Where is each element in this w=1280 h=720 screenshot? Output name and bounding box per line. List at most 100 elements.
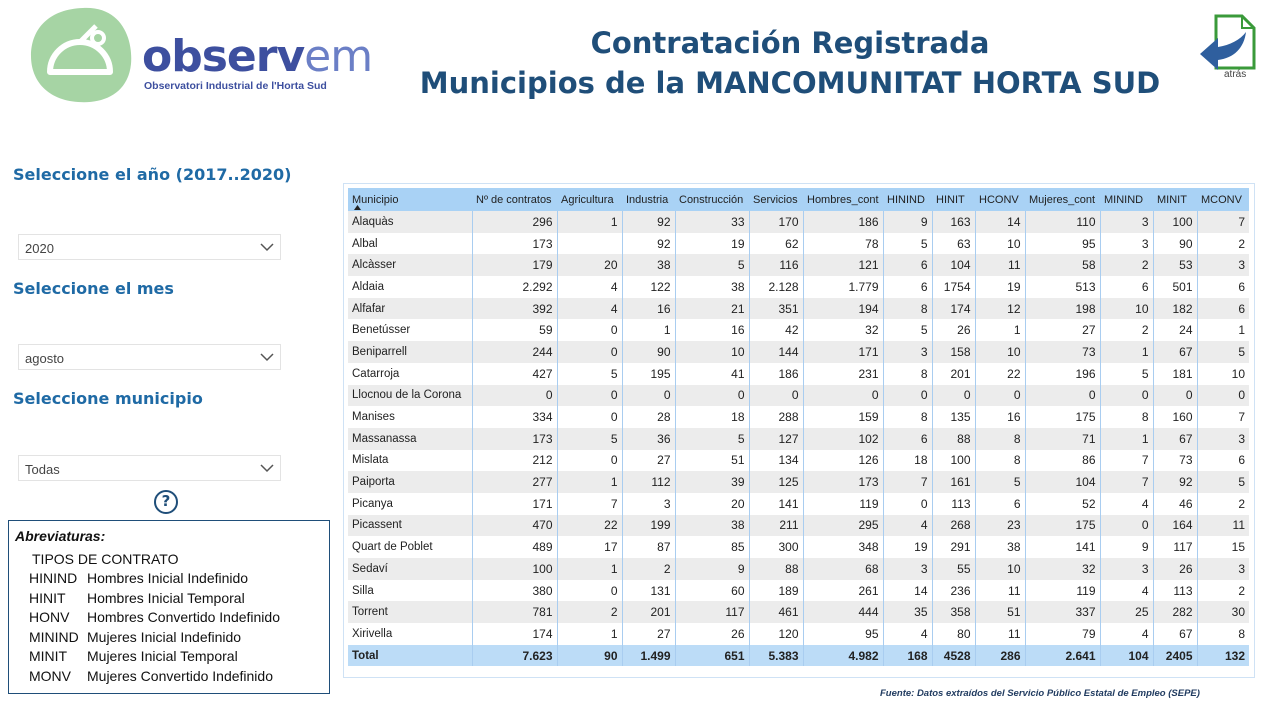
value-cell: 134 — [748, 449, 803, 472]
column-header[interactable]: Servicios — [749, 188, 803, 211]
logo-subtitle: Observatori Industrial de l'Horta Sud — [144, 80, 327, 92]
value-cell: 0 — [556, 319, 622, 342]
municipality-cell: Paiporta — [348, 471, 472, 493]
value-cell: 7 — [1099, 471, 1153, 493]
value-cell: 470 — [471, 514, 557, 537]
column-header[interactable]: MININD — [1100, 188, 1153, 211]
value-cell: 28 — [621, 406, 675, 428]
value-cell: 8 — [882, 362, 932, 385]
value-cell: 3 — [1099, 558, 1153, 580]
value-cell: 337 — [1024, 601, 1100, 624]
column-header[interactable]: Agricultura — [557, 188, 622, 211]
value-cell: 4 — [1099, 623, 1153, 645]
back-button[interactable]: atrás — [1196, 14, 1260, 82]
value-cell: 0 — [802, 384, 883, 407]
value-cell: 199 — [621, 514, 675, 537]
dropdown-value: agosto — [25, 351, 65, 366]
table-row: Torrent 781 2 201 117 461 444 35 358 51 337 25 282 30 — [348, 601, 1249, 624]
value-cell: 195 — [621, 362, 675, 385]
column-header[interactable]: MCONV — [1197, 188, 1249, 211]
dropdown-chevron — [260, 243, 274, 252]
value-cell: 73 — [1152, 449, 1197, 472]
value-cell: 2 — [1196, 579, 1249, 602]
value-cell: 1.779 — [802, 276, 883, 298]
value-cell: 282 — [1152, 601, 1197, 624]
sort-indicator — [354, 205, 361, 210]
table-row: Alaquàs 296 1 92 33 170 186 9 163 14 110 3 100 7 — [348, 211, 1249, 233]
table-row: Manises 334 0 28 18 288 159 8 135 16 175 8 160 7 — [348, 406, 1249, 428]
value-cell: 6 — [974, 492, 1025, 515]
column-header[interactable]: Hombres_cont — [803, 188, 883, 211]
value-cell: 16 — [974, 406, 1025, 428]
municipality-cell: Llocnou de la Corona — [348, 384, 472, 407]
column-header[interactable]: HCONV — [975, 188, 1025, 211]
column-header[interactable]: Municipio — [348, 188, 472, 211]
value-cell: 25 — [1099, 601, 1153, 624]
value-cell: 126 — [802, 449, 883, 472]
column-header[interactable]: Construcción — [675, 188, 749, 211]
value-cell: 198 — [1024, 297, 1100, 320]
value-cell: 36 — [621, 427, 675, 450]
value-cell: 1754 — [931, 276, 975, 298]
dropdown[interactable]: Todas — [18, 455, 281, 481]
value-cell: 18 — [674, 406, 749, 428]
value-cell: 14 — [974, 211, 1025, 233]
value-cell: 92 — [621, 232, 675, 255]
value-cell: 0 — [1024, 384, 1100, 407]
value-cell: 182 — [1152, 297, 1197, 320]
value-cell: 181 — [1152, 362, 1197, 385]
value-cell: 1 — [556, 558, 622, 580]
value-cell: 0 — [1196, 384, 1249, 407]
value-cell: 80 — [931, 623, 975, 645]
logo-mark — [31, 7, 132, 103]
value-cell: 117 — [1152, 536, 1197, 558]
column-header[interactable]: HINIT — [932, 188, 975, 211]
dropdown[interactable]: 2020 — [18, 234, 281, 260]
value-cell: 1 — [556, 211, 622, 233]
dropdown-chevron — [260, 464, 274, 473]
value-cell: 119 — [802, 492, 883, 515]
column-header[interactable]: Industria — [622, 188, 675, 211]
column-header[interactable]: Nº de contratos — [472, 188, 557, 211]
value-cell: 300 — [748, 536, 803, 558]
dropdown[interactable]: agosto — [18, 344, 281, 370]
value-cell: 1 — [974, 319, 1025, 342]
column-header[interactable]: MINIT — [1153, 188, 1197, 211]
value-cell: 15 — [1196, 536, 1249, 558]
value-cell: 21 — [674, 297, 749, 320]
value-cell: 8 — [1196, 623, 1249, 645]
municipality-cell: Benetússer — [352, 324, 411, 337]
value-cell: 0 — [471, 384, 557, 407]
value-cell: 122 — [621, 276, 675, 298]
value-cell: 10 — [1099, 297, 1153, 320]
value-cell: 39 — [674, 471, 749, 493]
table-row: Alfafar 392 4 16 21 351 194 8 174 12 198 10 182 6 — [348, 297, 1249, 320]
value-cell: 175 — [1024, 406, 1100, 428]
value-cell: 78 — [802, 232, 883, 255]
value-cell: 12 — [974, 297, 1025, 320]
value-cell: 19 — [974, 276, 1025, 298]
total-cell: 132 — [1196, 644, 1249, 667]
value-cell: 6 — [882, 276, 932, 298]
abbr-desc: Hombres Inicial Indefinido — [87, 570, 249, 586]
value-cell: 4 — [556, 276, 622, 298]
value-cell: 4 — [882, 623, 932, 645]
value-cell: 27 — [621, 449, 675, 472]
value-cell — [556, 232, 622, 255]
abbr-code: HONV — [29, 609, 70, 625]
column-header[interactable]: HININD — [883, 188, 932, 211]
value-cell: 179 — [471, 254, 557, 277]
table-row: Paiporta 277 1 112 39 125 173 7 161 5 104 7 92 5 — [348, 471, 1249, 493]
total-cell: 2.641 — [1024, 644, 1100, 667]
help-button[interactable]: ? — [154, 490, 178, 514]
column-header[interactable]: Mujeres_cont — [1025, 188, 1100, 211]
value-cell: 6 — [1196, 297, 1249, 320]
value-cell: 1 — [1099, 341, 1153, 363]
value-cell: 141 — [1024, 536, 1100, 558]
total-cell: 651 — [674, 644, 749, 667]
value-cell: 67 — [1152, 341, 1197, 363]
value-cell: 10 — [974, 341, 1025, 363]
value-cell: 5 — [556, 427, 622, 450]
value-cell: 86 — [1024, 449, 1100, 472]
value-cell: 0 — [556, 384, 622, 407]
